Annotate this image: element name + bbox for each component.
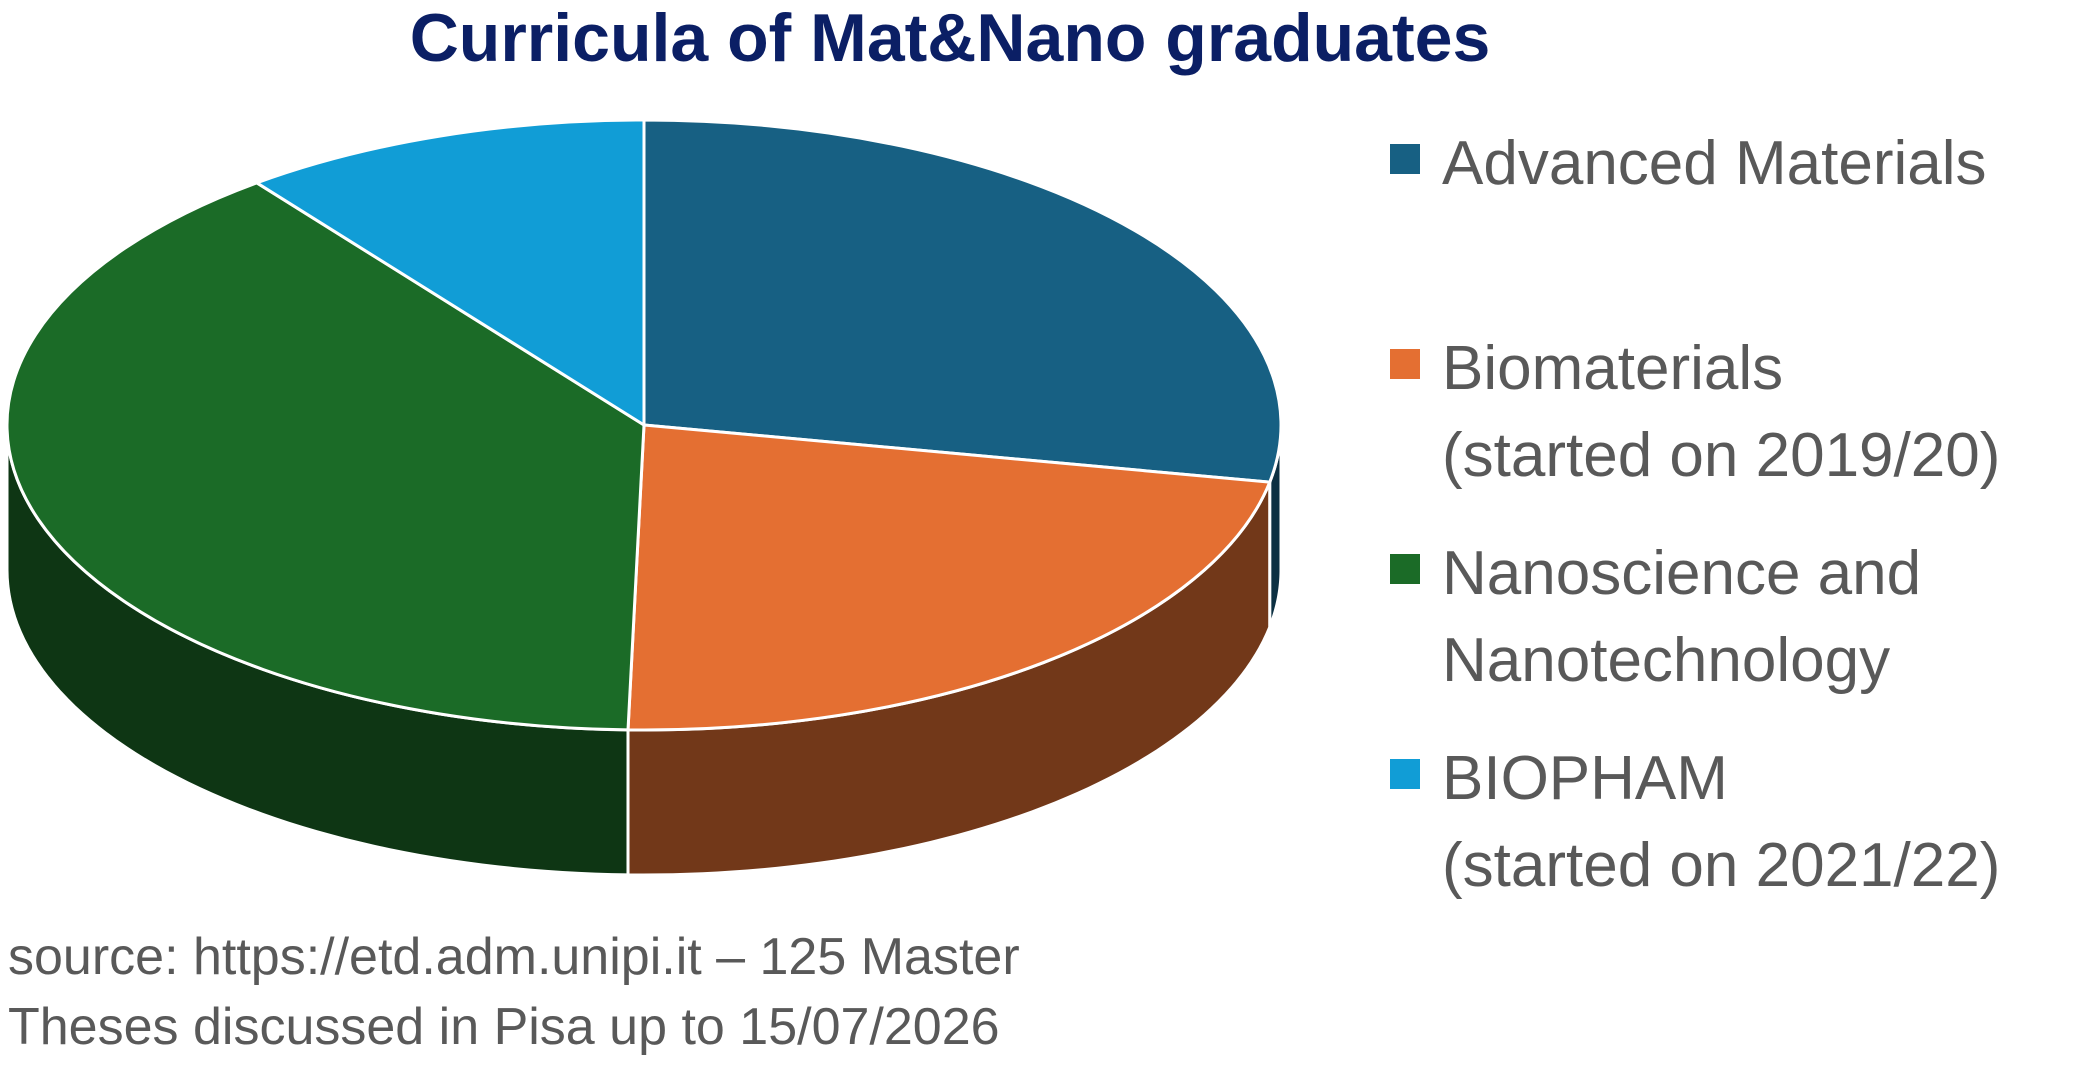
legend-label: Advanced Materials [1442,129,1987,198]
legend-label: BIOPHAM (started on 2021/22) [1442,744,2001,900]
source-note: source: https://etd.adm.unipi.it – 125 M… [8,928,1020,1056]
chart [5,118,1283,877]
legend-label: Biomaterials (started on 2019/20) [1442,334,2001,490]
pie-slice [253,118,646,428]
legend-swatch [1390,144,1420,174]
legend-swatch [1390,349,1420,379]
legend-swatch [1390,554,1420,584]
legend-swatch [1390,759,1420,789]
legend-label: Nanoscience and Nanotechnology [1442,539,1922,695]
legend-item: BIOPHAM (started on 2021/22) [1390,735,2000,909]
pie-slice [5,181,646,732]
pie-slice [642,118,1283,484]
pie-slice [626,423,1272,732]
legend-item: Biomaterials (started on 2019/20) [1390,325,2000,499]
legend-item: Advanced Materials [1390,120,1987,207]
legend-item: Nanoscience and Nanotechnology [1390,530,1921,704]
chart-title: Curricula of Mat&Nano graduates [409,0,1491,76]
